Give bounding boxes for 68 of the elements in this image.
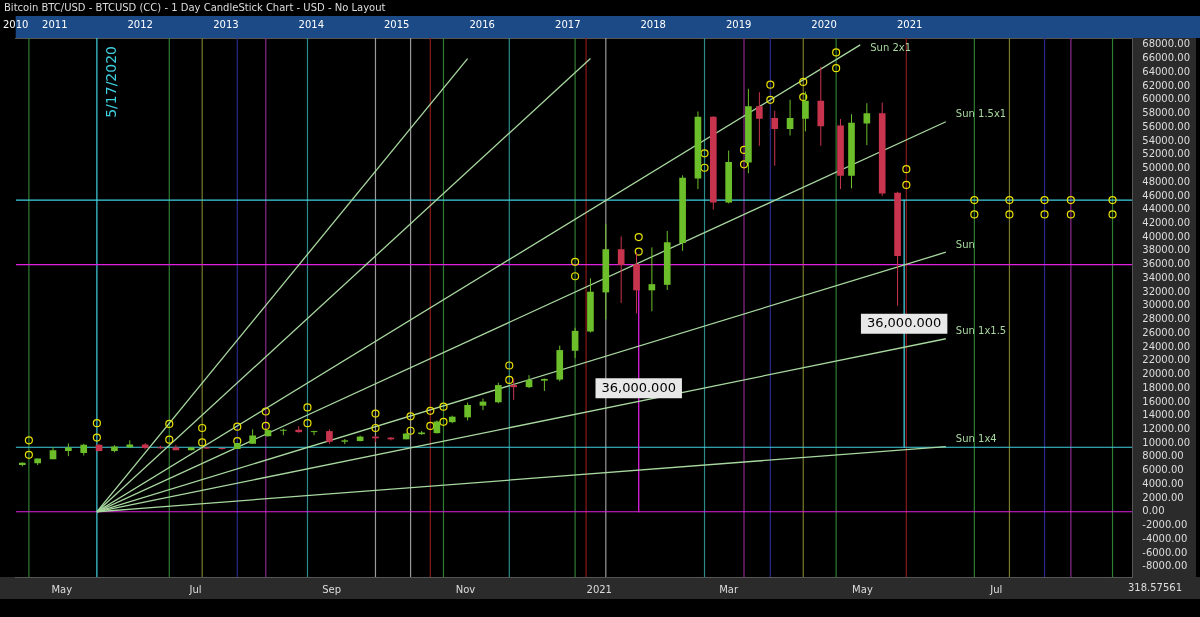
y-tick-label: 20000.00 — [1142, 368, 1190, 380]
y-tick-label: 10000.00 — [1142, 436, 1190, 448]
y-tick-label: 64000.00 — [1142, 65, 1190, 77]
y-tick-label: 6000.00 — [1142, 464, 1184, 476]
y-tick-label: 14000.00 — [1142, 409, 1190, 421]
series-label: 36,000.000 — [866, 315, 942, 331]
x2-tick-label: 2015 — [384, 18, 410, 30]
y-tick-label: -2000.00 — [1142, 519, 1188, 531]
y-tick-label: 28000.00 — [1142, 313, 1190, 325]
y-tick-label: 66000.00 — [1142, 52, 1190, 64]
x-tick-label: Jul — [188, 583, 202, 595]
y-tick-label: 52000.00 — [1142, 148, 1190, 160]
x2-tick-label: 2017 — [555, 18, 581, 30]
x2-tick-label: 2018 — [640, 18, 666, 30]
y-tick-label: -4000.00 — [1142, 532, 1188, 544]
y-tick-label: -8000.00 — [1142, 560, 1188, 572]
y-tick-label: 4000.00 — [1142, 477, 1184, 489]
series-label: 36,000.000 — [601, 379, 676, 395]
y-tick-label: 2000.00 — [1142, 491, 1184, 503]
x-tick-label: Nov — [455, 583, 476, 595]
y-tick-label: 58000.00 — [1142, 107, 1190, 119]
y-tick-label: 60000.00 — [1142, 93, 1190, 105]
y-tick-label: 56000.00 — [1142, 120, 1190, 132]
x-tick-label: May — [51, 583, 73, 595]
y-tick-label: 22000.00 — [1142, 354, 1190, 366]
y-tick-label: 42000.00 — [1142, 216, 1190, 228]
text: 318.57561 — [1127, 581, 1182, 593]
y-tick-label: 50000.00 — [1142, 162, 1190, 174]
y-tick-label: 40000.00 — [1142, 230, 1190, 242]
x2-tick-label: 2010 — [3, 18, 29, 30]
series-label: Sun — [955, 238, 975, 250]
y-tick-label: 44000.00 — [1142, 203, 1190, 215]
y-tick-label: 46000.00 — [1142, 189, 1190, 201]
y-tick-label: 8000.00 — [1142, 450, 1184, 462]
y-tick-label: 68000.00 — [1142, 38, 1190, 50]
x-tick-label: Jul — [989, 583, 1003, 595]
series-label: Sun 1.5x1 — [955, 108, 1007, 120]
y-tick-label: 62000.00 — [1142, 79, 1190, 91]
x2-tick-label: 2012 — [127, 18, 153, 30]
x-tick-label: 2021 — [586, 583, 612, 595]
x-tick-label: Mar — [719, 583, 739, 595]
x2-tick-label: 2016 — [469, 18, 495, 30]
y-tick-label: 12000.00 — [1142, 422, 1190, 434]
series-label: Sun 1x1.5 — [955, 325, 1007, 337]
ref-line-label: 5/17/2020 — [102, 46, 119, 118]
y-tick-label: 36000.00 — [1142, 258, 1190, 270]
x-tick-label: May — [852, 583, 873, 595]
x2-tick-label: 2013 — [213, 18, 239, 30]
y-tick-label: 24000.00 — [1142, 340, 1190, 352]
chart-title: Bitcoin BTC/USD - BTCUSD (CC) - 1 Day CandleStick Chart - USD - No Layout — [4, 1, 386, 13]
y-tick-label: 18000.00 — [1142, 381, 1190, 393]
y-tick-label: 16000.00 — [1142, 395, 1190, 407]
x2-tick-label: 2011 — [42, 18, 68, 30]
x2-tick-label: 2021 — [897, 18, 923, 30]
y-tick-label: 38000.00 — [1142, 244, 1190, 256]
y-tick-label: 48000.00 — [1142, 175, 1190, 187]
y-tick-label: 26000.00 — [1142, 326, 1190, 338]
y-tick-label: 32000.00 — [1142, 285, 1190, 297]
y-tick-label: 30000.00 — [1142, 299, 1190, 311]
y-tick-label: 34000.00 — [1142, 271, 1190, 283]
series-label: Sun 1x4 — [955, 433, 997, 445]
x2-tick-label: 2019 — [725, 18, 752, 30]
y-tick-label: -6000.00 — [1142, 546, 1188, 558]
x2-tick-label: 2020 — [811, 18, 837, 30]
y-tick-label: 0.00 — [1142, 505, 1165, 517]
x-tick-label: Sep — [322, 583, 342, 595]
y-tick-label: 54000.00 — [1142, 134, 1190, 146]
x2-tick-label: 2014 — [298, 18, 325, 30]
